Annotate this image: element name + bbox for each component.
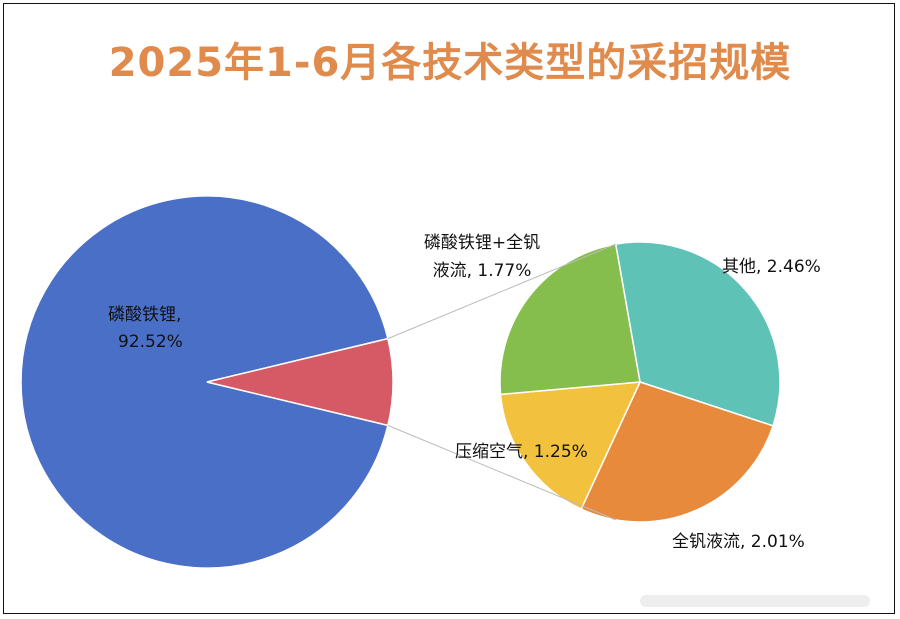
label-lfp-value: 92.52% [118,332,183,352]
label-lfp-vrfb-line1: 磷酸铁锂+全钒 [424,233,540,253]
secondary-slice-3 [499,243,641,396]
label-vrfb: 全钒液流, 2.01% [672,532,805,552]
chart-title: 2025年1-6月各技术类型的采招规模 [108,40,792,86]
secondary-slice-1 [580,381,774,523]
secondary-slice-0 [614,241,781,427]
main-slice-1 [206,337,394,427]
label-lfp-name: 磷酸铁锂, [108,305,181,325]
main-slice-0 [20,195,389,569]
secondary-slice-2 [499,381,642,511]
connector-line-top [387,243,616,340]
watermark [640,595,870,607]
connector-line-bottom [387,424,616,521]
secondary-pie [499,241,781,523]
label-compressed-air: 压缩空气, 1.25% [455,442,588,462]
label-lfp-vrfb-line2: 液流, 1.77% [433,261,532,281]
main-pie [20,195,394,569]
label-other: 其他, 2.46% [722,257,821,277]
